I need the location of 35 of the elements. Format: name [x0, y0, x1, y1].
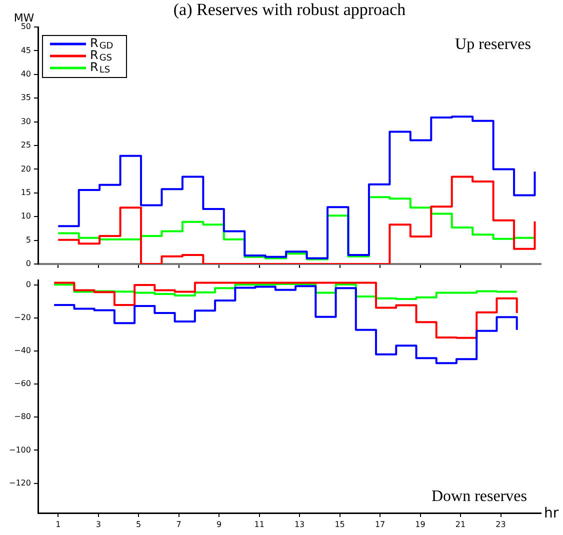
x-tick-label: 13 [294, 520, 305, 529]
y-tick-label: 20 [20, 164, 31, 174]
annotation: Down reserves [431, 488, 527, 506]
y-tick-label: 5 [26, 235, 31, 244]
x-tick-label: 1 [56, 520, 61, 529]
x-tick-label: 15 [334, 520, 345, 529]
y-tick-label: 35 [20, 93, 31, 102]
y-tick-label: −80 [14, 412, 31, 422]
y-tick-label: 10 [20, 212, 31, 221]
y-tick-label: −60 [14, 379, 31, 388]
y-tick-label: 40 [20, 69, 31, 78]
y-tick-label: 0 [26, 259, 31, 268]
y-tick-label: −40 [14, 346, 31, 356]
y-tick-label: 15 [20, 188, 31, 197]
x-tick-label: 19 [415, 520, 426, 529]
x-tick-label: 9 [216, 520, 222, 529]
y-axis-title: MW [14, 11, 34, 24]
x-tick-label: 3 [96, 520, 101, 529]
y-tick-label: 50 [20, 22, 31, 32]
y-tick-label: −100 [9, 445, 31, 454]
x-tick-label: 7 [176, 520, 182, 529]
chart-title: (a) Reserves with robust approach [173, 0, 406, 19]
y-tick-label: 45 [20, 46, 31, 55]
y-tick-label: −120 [9, 478, 31, 488]
x-tick-label: 23 [496, 520, 506, 529]
y-tick-label: 0 [26, 280, 31, 290]
x-tick-label: 11 [254, 520, 264, 529]
x-tick-label: 17 [374, 520, 386, 529]
x-tick-label: 21 [455, 520, 466, 529]
y-tick-label: −20 [14, 313, 31, 322]
y-tick-label: 25 [20, 140, 31, 150]
x-tick-label: 5 [136, 520, 142, 529]
annotation: Up reserves [455, 36, 531, 54]
y-tick-label: 30 [20, 116, 31, 126]
x-axis-title: hr [544, 506, 559, 522]
